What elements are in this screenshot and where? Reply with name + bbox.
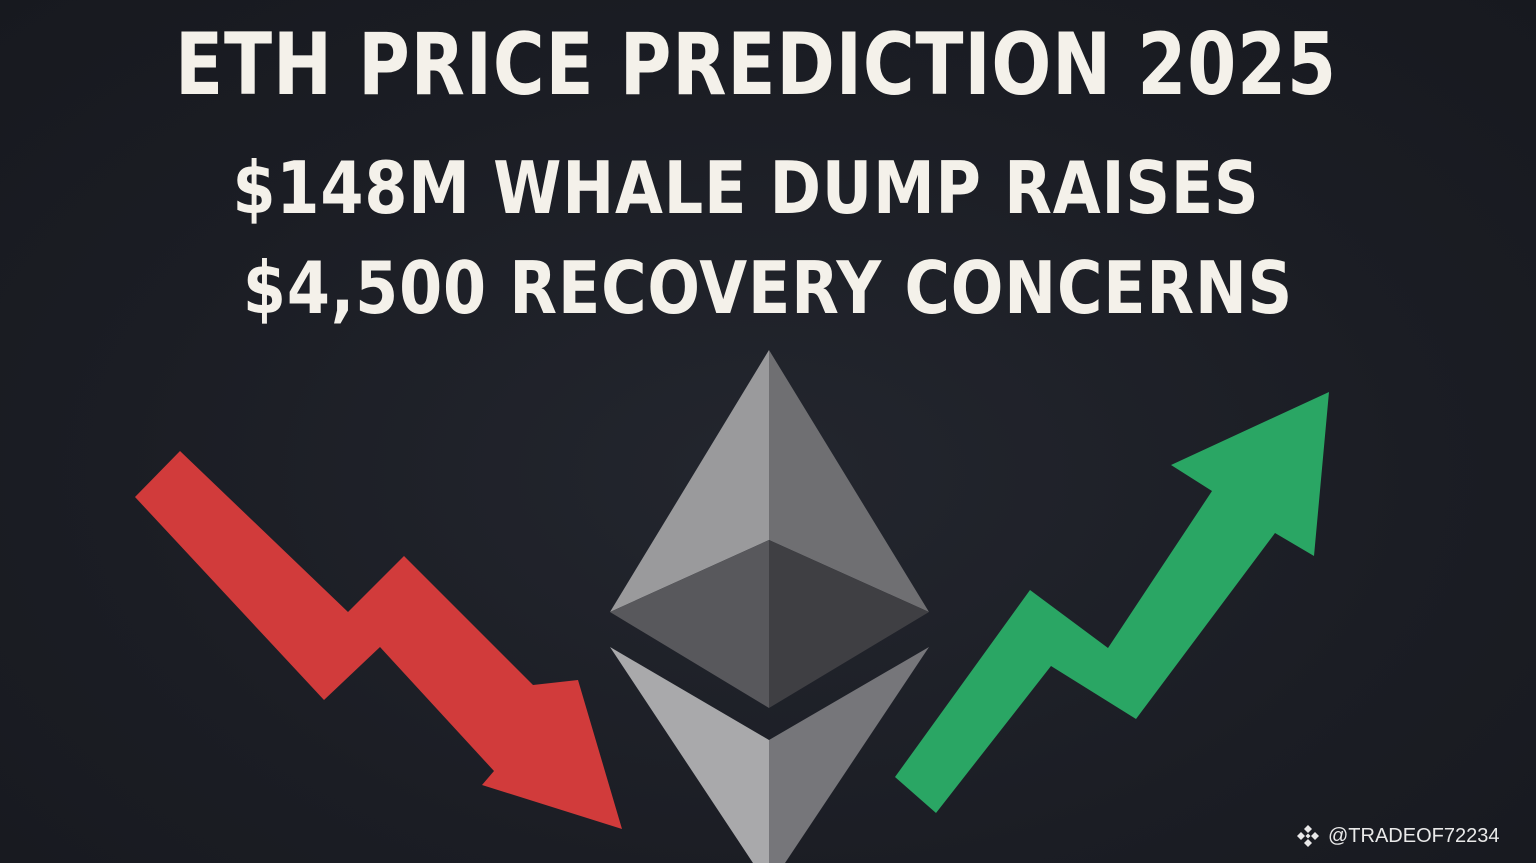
ethereum-logo-icon	[610, 350, 929, 863]
watermark: @TRADEOF72234	[1294, 822, 1499, 850]
red-down-arrow-icon	[135, 451, 622, 829]
headline-title: ETH PRICE PREDICTION 2025	[175, 15, 1337, 115]
watermark-handle: @TRADEOF72234	[1328, 824, 1500, 847]
binance-logo-icon	[1297, 825, 1319, 847]
headline-subtitle-line-2: $4,500 RECOVERY CONCERNS	[242, 246, 1294, 330]
green-up-arrow-icon	[895, 392, 1329, 813]
headline-subtitle-line-1: $148M WHALE DUMP RAISES	[232, 146, 1260, 230]
